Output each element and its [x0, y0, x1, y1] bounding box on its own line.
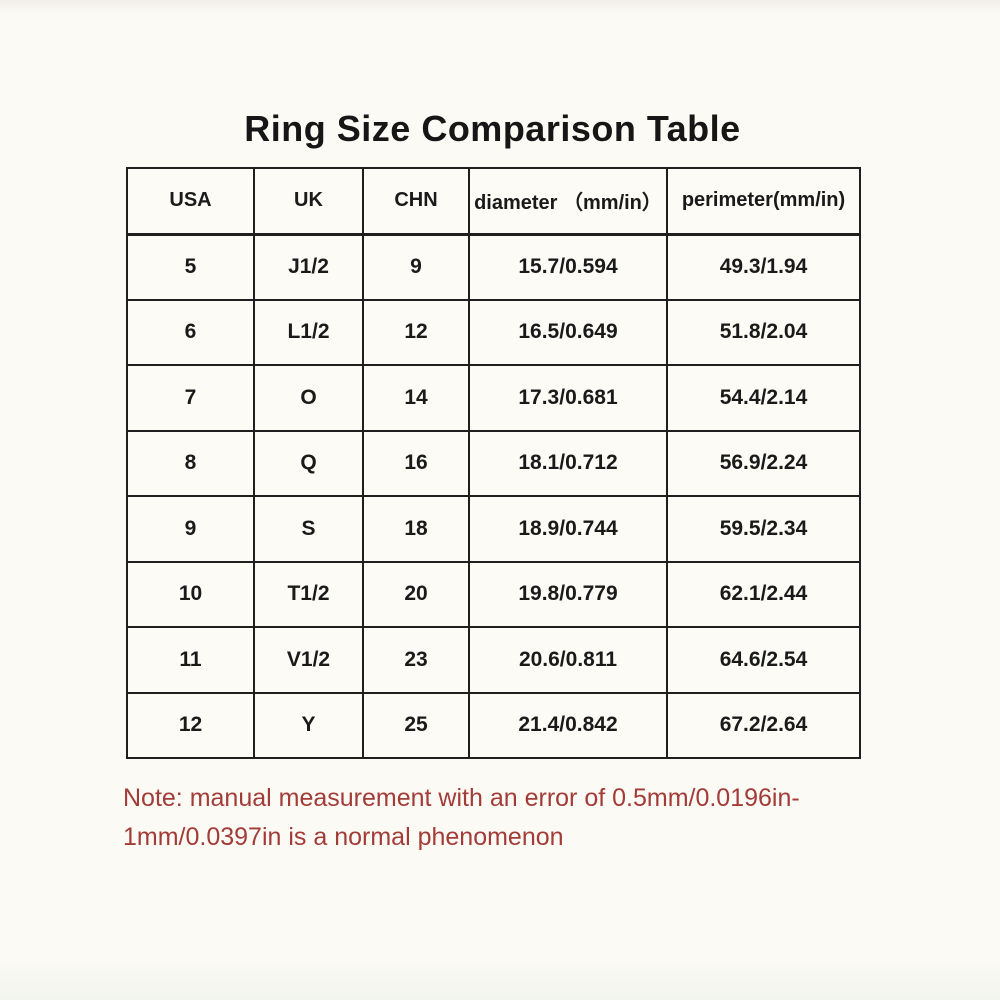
table-cell: Q	[253, 429, 364, 497]
table-cell: 12	[362, 298, 470, 366]
table-cell: 12	[126, 691, 255, 759]
table-cell: V1/2	[253, 626, 364, 694]
table-cell: 20.6/0.811	[468, 626, 668, 694]
table-cell: 18	[362, 495, 470, 563]
table-cell: 10	[126, 560, 255, 628]
table-row: 11 V1/2 23 20.6/0.811 64.6/2.54	[126, 626, 861, 694]
table-cell: 51.8/2.04	[666, 298, 861, 366]
table-cell: 19.8/0.779	[468, 560, 668, 628]
table-cell: 21.4/0.842	[468, 691, 668, 759]
table-cell: 8	[126, 429, 255, 497]
table-row: 9 S 18 18.9/0.744 59.5/2.34	[126, 495, 861, 563]
table-cell: 7	[126, 364, 255, 432]
column-header-2: CHN	[362, 167, 470, 236]
table-cell: O	[253, 364, 364, 432]
table-cell: 59.5/2.34	[666, 495, 861, 563]
table-row: 6 L1/2 12 16.5/0.649 51.8/2.04	[126, 298, 861, 366]
measurement-note: Note: manual measurement with an error o…	[123, 784, 800, 851]
table-row: 10 T1/2 20 19.8/0.779 62.1/2.44	[126, 560, 861, 628]
table-cell: 25	[362, 691, 470, 759]
column-header-1: UK	[253, 167, 364, 236]
table-cell: 20	[362, 560, 470, 628]
table-cell: Y	[253, 691, 364, 759]
table-cell: 64.6/2.54	[666, 626, 861, 694]
table-cell: 54.4/2.14	[666, 364, 861, 432]
table-cell: L1/2	[253, 298, 364, 366]
table-cell: 49.3/1.94	[666, 233, 861, 301]
table-cell: 56.9/2.24	[666, 429, 861, 497]
table-row: 8 Q 16 18.1/0.712 56.9/2.24	[126, 429, 861, 497]
table-cell: 62.1/2.44	[666, 560, 861, 628]
table-cell: 23	[362, 626, 470, 694]
table-cell: 15.7/0.594	[468, 233, 668, 301]
table-cell: 18.1/0.712	[468, 429, 668, 497]
table-cell: 5	[126, 233, 255, 301]
table-row: 5 J1/2 9 15.7/0.594 49.3/1.94	[126, 233, 861, 301]
table-row: 12 Y 25 21.4/0.842 67.2/2.64	[126, 691, 861, 759]
table-cell: 14	[362, 364, 470, 432]
table-row: 7 O 14 17.3/0.681 54.4/2.14	[126, 364, 861, 432]
table-cell: 18.9/0.744	[468, 495, 668, 563]
table-cell: 16.5/0.649	[468, 298, 668, 366]
column-header-3: diameter （mm/in）	[468, 167, 668, 236]
table-cell: 9	[126, 495, 255, 563]
page-title: Ring Size Comparison Table	[244, 108, 741, 149]
column-header-0: USA	[126, 167, 255, 236]
column-header-4: perimeter(mm/in)	[666, 167, 861, 236]
table-cell: 17.3/0.681	[468, 364, 668, 432]
ring-size-table: USA UK CHN diameter （mm/in） perimeter(mm/in)…	[126, 167, 861, 759]
scan-artifact-top	[0, 0, 1000, 14]
table-cell: 9	[362, 233, 470, 301]
scan-artifact-bottom	[0, 962, 1000, 1000]
table-cell: S	[253, 495, 364, 563]
table-cell: 67.2/2.64	[666, 691, 861, 759]
table-cell: J1/2	[253, 233, 364, 301]
table-cell: 16	[362, 429, 470, 497]
table-cell: T1/2	[253, 560, 364, 628]
table-cell: 11	[126, 626, 255, 694]
table-cell: 6	[126, 298, 255, 366]
table-header-row: USA UK CHN diameter （mm/in） perimeter(mm/in)	[126, 167, 861, 236]
